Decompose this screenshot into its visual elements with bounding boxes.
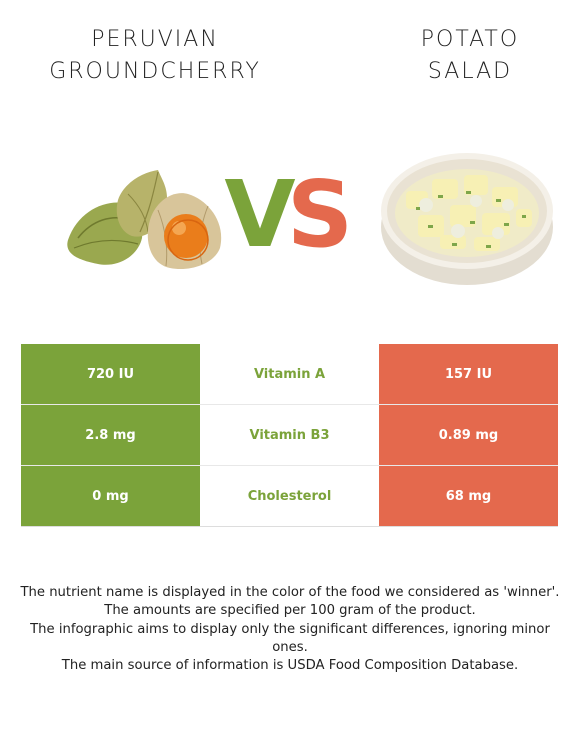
right-food-title-line-2: SALAD (427, 59, 513, 84)
left-value: 2.8 mg (21, 404, 200, 466)
table-row: 720 IU Vitamin A 157 IU (21, 344, 558, 405)
left-food-title: PERUVIAN GROUNDCHERRY (20, 24, 290, 88)
potato-salad-image (381, 153, 553, 285)
footer-note: The amounts are specified per 100 gram o… (104, 603, 476, 619)
left-value: 0 mg (21, 465, 200, 527)
right-value: 68 mg (379, 465, 558, 527)
groundcherry-image (67, 170, 222, 270)
vs-letter-v: V (224, 166, 295, 266)
right-value: 157 IU (379, 344, 558, 405)
table-row: 0 mg Cholesterol 68 mg (21, 465, 558, 527)
vs-logo: V S (224, 166, 353, 266)
right-food-title: POTATO SALAD (380, 24, 560, 88)
table-row: 2.8 mg Vitamin B3 0.89 mg (21, 404, 558, 466)
footer-notes: The nutrient name is displayed in the co… (20, 584, 560, 675)
footer-note: The nutrient name is displayed in the co… (20, 585, 560, 600)
footer-note: The main source of information is USDA F… (61, 658, 519, 674)
nutrient-name: Vitamin A (200, 344, 379, 405)
nutrient-name: Cholesterol (200, 465, 379, 527)
footer-note: The infographic aims to display only the… (30, 621, 550, 655)
vs-letter-s: S (287, 166, 353, 266)
left-value: 720 IU (21, 344, 200, 405)
left-food-title-line-2: GROUNDCHERRY (49, 59, 261, 84)
right-value: 0.89 mg (379, 404, 558, 466)
right-food-title-line-1: POTATO (420, 27, 520, 52)
left-food-title-line-1: PERUVIAN (91, 27, 219, 52)
nutrient-name: Vitamin B3 (200, 404, 379, 466)
nutrient-comparison-table: 720 IU Vitamin A 157 IU 2.8 mg Vitamin B… (21, 344, 558, 527)
